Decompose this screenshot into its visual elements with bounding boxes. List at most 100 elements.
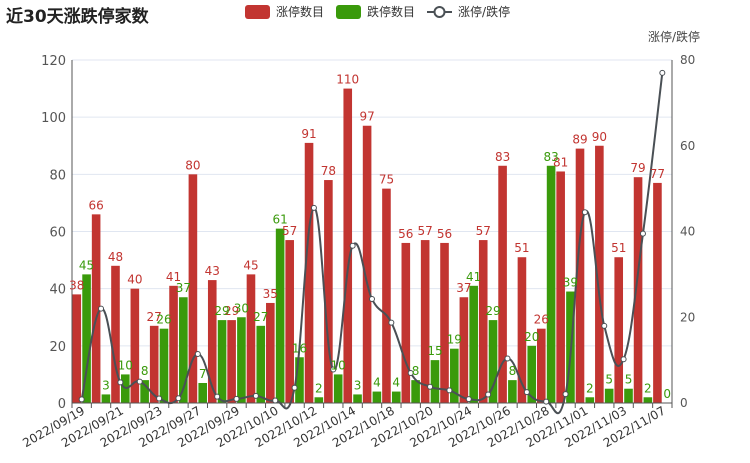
legend-label-ratio: 涨停/跌停 — [458, 5, 511, 19]
bar-limit-up — [304, 142, 314, 403]
bar-limit-down — [391, 391, 401, 403]
data-label-limit-up: 90 — [592, 130, 607, 144]
bar-limit-down — [159, 328, 169, 403]
bar-limit-up — [324, 180, 333, 403]
data-label-limit-down: 2 — [644, 381, 652, 395]
point-ratio — [465, 396, 472, 403]
data-label-limit-down: 5 — [625, 373, 633, 387]
data-label-limit-up: 37 — [456, 281, 471, 295]
bar-limit-up — [595, 145, 604, 403]
bar-limit-down — [488, 320, 498, 403]
data-label-limit-down: 39 — [563, 276, 578, 290]
y-left-tick-label: 80 — [49, 168, 66, 183]
data-label-limit-down: 2 — [586, 381, 594, 395]
bar-limit-down — [508, 380, 517, 403]
point-ratio — [523, 389, 530, 396]
y-right-tick-label: 60 — [680, 139, 695, 153]
point-ratio — [117, 379, 124, 386]
data-label-limit-down: 16 — [292, 341, 307, 355]
data-label-limit-up: 57 — [418, 224, 433, 238]
legend-item-limit-up[interactable]: 涨停数目 — [245, 3, 324, 20]
bar-limit-up — [207, 280, 217, 403]
data-label-limit-down: 45 — [79, 258, 94, 272]
bar-limit-down — [179, 297, 188, 403]
point-ratio — [214, 393, 221, 400]
data-label-limit-down: 3 — [354, 378, 362, 392]
data-label-limit-down: 37 — [176, 281, 191, 295]
data-label-limit-down: 4 — [373, 376, 381, 390]
bar-limit-down — [353, 394, 362, 403]
bar-limit-up — [614, 257, 624, 403]
data-label-limit-up: 51 — [611, 241, 626, 255]
data-label-limit-up: 89 — [572, 133, 587, 147]
bar-limit-down — [333, 374, 343, 403]
bar-limit-up — [653, 182, 662, 403]
data-label-limit-up: 51 — [514, 241, 529, 255]
data-label-limit-up: 83 — [495, 150, 510, 164]
point-ratio — [291, 384, 298, 391]
data-label-limit-up: 43 — [205, 264, 220, 278]
data-label-limit-down: 27 — [253, 310, 268, 324]
bar-limit-down — [237, 317, 246, 403]
bar-limit-up — [556, 171, 565, 403]
bar-limit-down — [140, 380, 149, 403]
point-ratio — [369, 296, 375, 303]
y-left-tick-label: 120 — [41, 54, 66, 69]
legend-item-ratio[interactable]: 涨停/跌停 — [427, 3, 510, 20]
y-right-axis-label: 涨停/跌停 — [648, 29, 700, 44]
point-ratio — [233, 395, 240, 402]
legend: 涨停数目 跌停数目 涨停/跌停 — [245, 3, 522, 20]
data-label-limit-down: 7 — [199, 367, 207, 381]
point-ratio — [562, 391, 569, 398]
bar-limit-up — [227, 320, 236, 403]
bar-limit-up — [478, 240, 488, 403]
bar-limit-up — [401, 242, 411, 403]
bar-limit-down — [430, 360, 440, 403]
point-ratio — [194, 350, 201, 357]
point-ratio — [330, 366, 337, 373]
point-ratio — [136, 378, 143, 385]
bar-limit-up — [91, 214, 101, 403]
data-label-limit-up: 41 — [166, 270, 181, 284]
bar-limit-down — [585, 397, 595, 403]
bar-limit-down — [624, 388, 633, 403]
data-label-limit-up: 80 — [185, 158, 200, 172]
bar-limit-up — [72, 294, 82, 403]
data-label-limit-down: 29 — [214, 304, 229, 318]
point-ratio — [639, 230, 646, 237]
y-left-tick-label: 100 — [41, 111, 66, 126]
bar-limit-up — [266, 302, 275, 403]
bar-limit-down — [314, 397, 324, 403]
data-label-limit-down: 29 — [485, 304, 500, 318]
bar-limit-up — [517, 257, 527, 403]
chart-title: 近30天涨跌停家数 — [6, 7, 149, 27]
data-label-limit-down: 10 — [331, 358, 346, 372]
bar-limit-up — [498, 165, 507, 403]
bar-limit-up — [130, 288, 140, 403]
data-label-limit-up: 66 — [88, 198, 103, 212]
bar-limit-down — [217, 320, 227, 403]
bar-limit-up — [343, 88, 353, 403]
point-ratio — [601, 322, 608, 329]
point-ratio — [349, 242, 356, 249]
bar-limit-down — [527, 345, 537, 403]
bar-limit-up — [169, 285, 178, 403]
bar-limit-down — [450, 348, 459, 403]
data-label-limit-down: 8 — [141, 364, 149, 378]
data-label-limit-down: 5 — [605, 373, 613, 387]
data-label-limit-down: 0 — [663, 387, 671, 401]
bar-limit-up — [111, 265, 120, 403]
y-right-tick-label: 40 — [680, 225, 695, 239]
bar-limit-down — [546, 165, 556, 403]
data-label-limit-up: 35 — [263, 287, 278, 301]
point-ratio — [156, 395, 163, 402]
legend-item-limit-down[interactable]: 跌停数目 — [336, 3, 415, 20]
bar-limit-up — [536, 328, 546, 403]
legend-line-ratio-icon — [427, 5, 453, 18]
point-ratio — [659, 69, 666, 76]
bar-limit-up — [188, 174, 198, 403]
data-label-limit-up: 91 — [301, 127, 316, 141]
data-label-limit-up: 110 — [336, 73, 359, 87]
point-ratio — [407, 369, 414, 376]
